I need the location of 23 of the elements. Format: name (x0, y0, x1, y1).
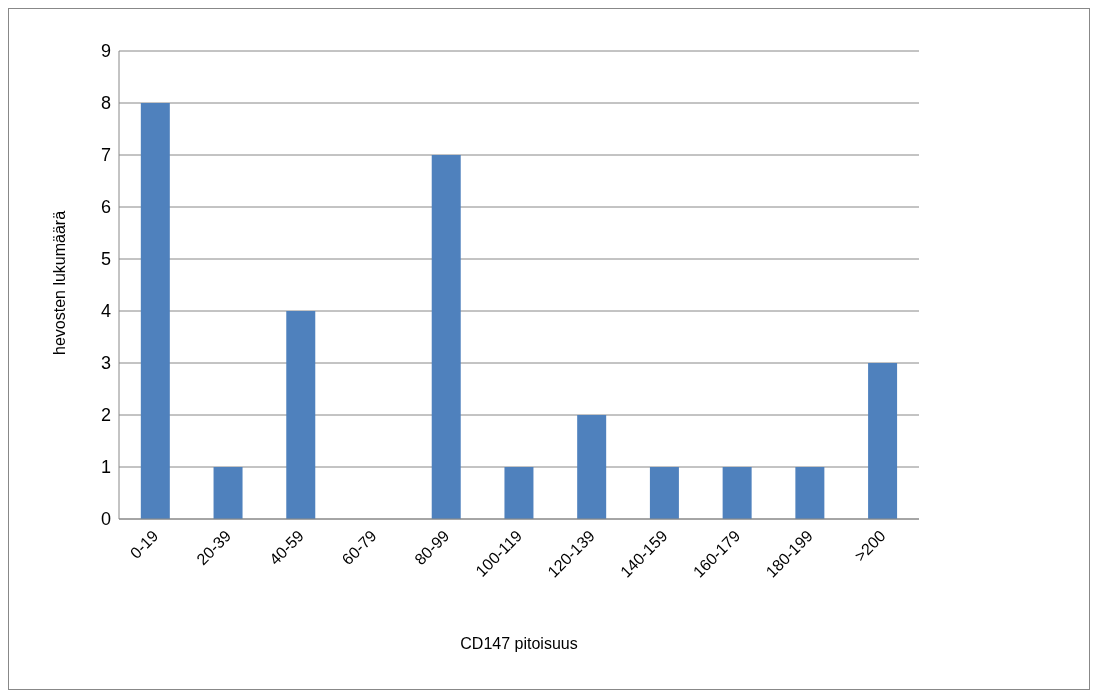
x-axis-title: CD147 pitoisuus (460, 635, 578, 652)
bar (213, 467, 243, 519)
bar (286, 311, 316, 519)
y-axis-title: hevosten lukumäärä (50, 210, 68, 355)
y-tick-label: 8 (100, 93, 111, 114)
y-tick-label: 4 (100, 301, 111, 322)
y-tick-label: 1 (100, 457, 111, 478)
y-tick-label: 0 (100, 509, 111, 530)
bar (504, 467, 534, 519)
bar (649, 467, 679, 519)
bar (795, 467, 825, 519)
bar (722, 467, 752, 519)
y-tick-label: 3 (100, 353, 111, 374)
bar (431, 155, 461, 519)
bar (577, 415, 607, 519)
bar (140, 103, 170, 519)
y-tick-label: 7 (100, 145, 111, 166)
y-tick-label: 5 (100, 249, 111, 270)
bar (868, 363, 898, 519)
y-tick-label: 9 (100, 41, 111, 62)
y-tick-label: 2 (100, 405, 111, 426)
y-tick-label: 6 (100, 197, 111, 218)
x-tick-label: 0-19 (126, 527, 162, 562)
